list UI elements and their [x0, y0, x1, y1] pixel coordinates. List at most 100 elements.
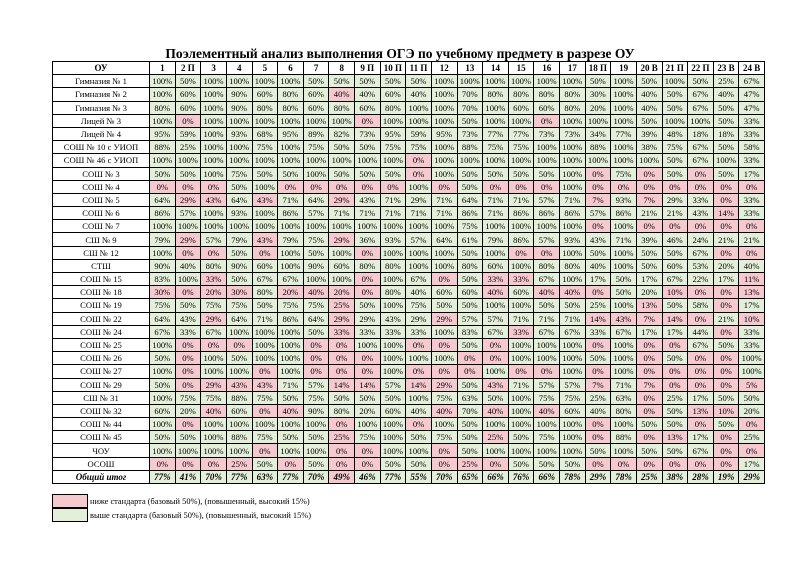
- cell-value: 71%: [354, 206, 381, 221]
- row-name: Гимназия № 3: [52, 100, 150, 115]
- cell-value: 17%: [661, 324, 689, 339]
- cell-value: 67%: [559, 324, 586, 339]
- cell-value: 100%: [507, 403, 535, 419]
- cell-value: 100%: [149, 87, 176, 102]
- cell-value: 57%: [379, 377, 407, 392]
- header-column: 19: [610, 60, 637, 76]
- cell-value: 77%: [482, 126, 509, 142]
- cell-value: 75%: [533, 430, 560, 445]
- cell-value: 100%: [610, 443, 637, 458]
- cell-value: 100%: [277, 245, 304, 260]
- cell-value: 13%: [661, 430, 689, 445]
- cell-value: 100%: [559, 153, 586, 168]
- table-row: СШ № 31 100% 75% 75% 88% 75% 50% 75% 50% 50% 50% 10…: [52, 390, 765, 405]
- cell-value: 100%: [149, 337, 176, 353]
- cell-value: 100%: [225, 364, 253, 379]
- cell-value: 100%: [430, 324, 458, 339]
- cell-value: 0%: [635, 456, 663, 471]
- header-column: 10 П: [379, 60, 407, 76]
- cell-value: 0%: [405, 417, 432, 432]
- cell-value: 100%: [149, 153, 176, 168]
- cell-value: 100%: [430, 219, 458, 234]
- page-title: Поэлементный анализ выполнения ОГЭ по уч…: [165, 46, 635, 61]
- cell-value: 63%: [456, 390, 484, 405]
- cell-value: 50%: [302, 74, 330, 89]
- cell-value: 100%: [482, 298, 509, 313]
- cell-value: 50%: [482, 166, 509, 181]
- cell-value: 40%: [430, 403, 458, 419]
- cell-value: 100%: [533, 74, 560, 89]
- cell-value: 100%: [533, 140, 560, 155]
- cell-value: 18%: [687, 126, 714, 142]
- cell-value: 25%: [635, 469, 663, 485]
- cell-value: 100%: [482, 113, 509, 128]
- cell-value: 0%: [174, 456, 202, 471]
- table-row: СОШ № 3 50% 50% 100% 75% 50% 50% 100% 50% 50% 50% 0…: [52, 166, 765, 181]
- cell-value: 90%: [225, 258, 253, 274]
- cell-value: 100%: [610, 337, 637, 353]
- cell-value: 50%: [405, 74, 432, 89]
- row-name: СОШ № 29: [52, 377, 150, 392]
- cell-value: 67%: [405, 271, 432, 287]
- cell-value: 29%: [661, 192, 689, 208]
- cell-value: 50%: [149, 430, 176, 445]
- cell-value: 100%: [738, 364, 765, 379]
- cell-value: 70%: [200, 469, 227, 485]
- cell-value: 100%: [354, 153, 381, 168]
- cell-value: 21%: [661, 206, 689, 221]
- cell-value: 0%: [687, 364, 714, 379]
- cell-value: 0%: [405, 166, 432, 181]
- cell-value: 29%: [405, 192, 432, 208]
- cell-value: 30%: [584, 87, 612, 102]
- cell-value: 60%: [302, 100, 330, 115]
- cell-value: 80%: [354, 258, 381, 274]
- cell-value: 33%: [738, 192, 765, 208]
- cell-value: 100%: [559, 166, 586, 181]
- table-row: Лицей № 4 95% 59% 100% 93% 68% 95% 89% 82% 73% 95%…: [52, 126, 765, 142]
- cell-value: 40%: [635, 87, 663, 102]
- cell-value: 70%: [456, 100, 484, 115]
- cell-value: 7%: [584, 377, 612, 392]
- table-row: СОШ № 26 50% 0% 100% 50% 100% 100% 0% 0% 0% 100% 10…: [52, 351, 765, 366]
- cell-value: 100%: [456, 153, 484, 168]
- cell-value: 65%: [456, 469, 484, 485]
- header-column: 6: [277, 60, 304, 76]
- table-row: СШ № 9 79% 29% 57% 79% 43% 79% 75% 29% 36% 93% 57% 6…: [52, 232, 765, 247]
- cell-value: 100%: [200, 364, 227, 379]
- cell-value: 0%: [687, 417, 714, 432]
- cell-value: 100%: [610, 74, 637, 89]
- cell-value: 7%: [584, 192, 612, 208]
- cell-value: 20%: [635, 285, 663, 300]
- header-column: 13: [456, 60, 484, 76]
- table-row: СОШ № 46 с УИОП 100% 100% 100% 100% 100% 100% 1…: [52, 153, 765, 168]
- cell-value: 100%: [687, 113, 714, 128]
- cell-value: 40%: [584, 403, 612, 419]
- cell-value: 50%: [712, 337, 740, 353]
- cell-value: 33%: [584, 324, 612, 339]
- cell-value: 50%: [225, 351, 253, 366]
- cell-value: 0%: [354, 179, 381, 194]
- row-name: Лицей № 4: [52, 126, 150, 142]
- cell-value: 73%: [354, 126, 381, 142]
- cell-value: 75%: [507, 140, 535, 155]
- cell-value: 0%: [430, 456, 458, 471]
- cell-value: 43%: [225, 377, 253, 392]
- cell-value: 17%: [635, 271, 663, 287]
- cell-value: 33%: [738, 206, 765, 221]
- cell-value: 50%: [379, 166, 407, 181]
- cell-value: 60%: [251, 258, 279, 274]
- cell-value: 0%: [482, 179, 509, 194]
- cell-value: 77%: [225, 469, 253, 485]
- cell-value: 100%: [379, 113, 407, 128]
- cell-value: 40%: [559, 285, 586, 300]
- cell-value: 40%: [712, 87, 740, 102]
- cell-value: 71%: [277, 192, 304, 208]
- cell-value: 50%: [712, 166, 740, 181]
- cell-value: 75%: [482, 140, 509, 155]
- cell-value: 50%: [251, 298, 279, 313]
- cell-value: 86%: [610, 206, 637, 221]
- cell-value: 0%: [251, 364, 279, 379]
- cell-value: 100%: [328, 219, 355, 234]
- cell-value: 50%: [328, 166, 355, 181]
- cell-value: 100%: [149, 390, 176, 405]
